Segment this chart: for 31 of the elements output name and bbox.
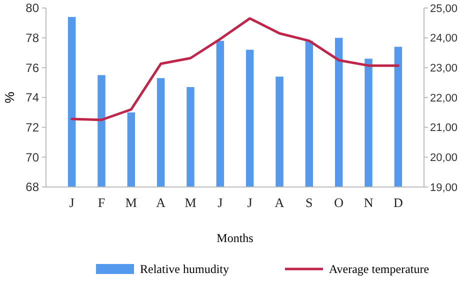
y2-tick-label: 25,00: [430, 2, 458, 15]
y-tick-label: 76: [26, 60, 40, 75]
legend-label: Average temperature: [329, 262, 430, 276]
y-tick-label: 72: [26, 120, 40, 135]
legend-label: Relative humudity: [140, 262, 229, 276]
x-tick-label: A: [156, 195, 166, 210]
y2-tick-label: 20,00: [430, 152, 458, 164]
x-tick-label: N: [364, 195, 374, 210]
y-tick-label: 80: [26, 1, 40, 16]
x-tick-label: J: [69, 195, 74, 210]
x-axis-title: Months: [216, 231, 254, 245]
x-tick-label: J: [218, 195, 223, 210]
y2-tick-label: 21,00: [430, 122, 458, 134]
x-tick-label: D: [393, 195, 403, 210]
y-tick-label: 78: [26, 31, 40, 46]
y2-tick-label: 24,00: [430, 32, 458, 45]
y2-tick-label: 22,00: [430, 92, 458, 104]
x-tick-label: A: [274, 195, 285, 210]
y-tick-label: 68: [26, 180, 40, 194]
line-series: [70, 17, 400, 122]
x-tick-label: S: [306, 195, 313, 210]
y-tick-label: 74: [26, 90, 40, 105]
y-axis-title: %: [2, 91, 17, 104]
y-tick-label: 70: [26, 150, 40, 164]
x-tick-label: O: [334, 195, 344, 210]
y2-tick-label: 19,00: [430, 182, 458, 194]
x-tick-label: M: [125, 195, 138, 210]
y2-tick-label: 23,00: [430, 62, 458, 75]
x-tick-label: F: [98, 195, 106, 210]
x-tick-label: J: [247, 195, 252, 210]
x-tick-label: M: [184, 195, 197, 210]
